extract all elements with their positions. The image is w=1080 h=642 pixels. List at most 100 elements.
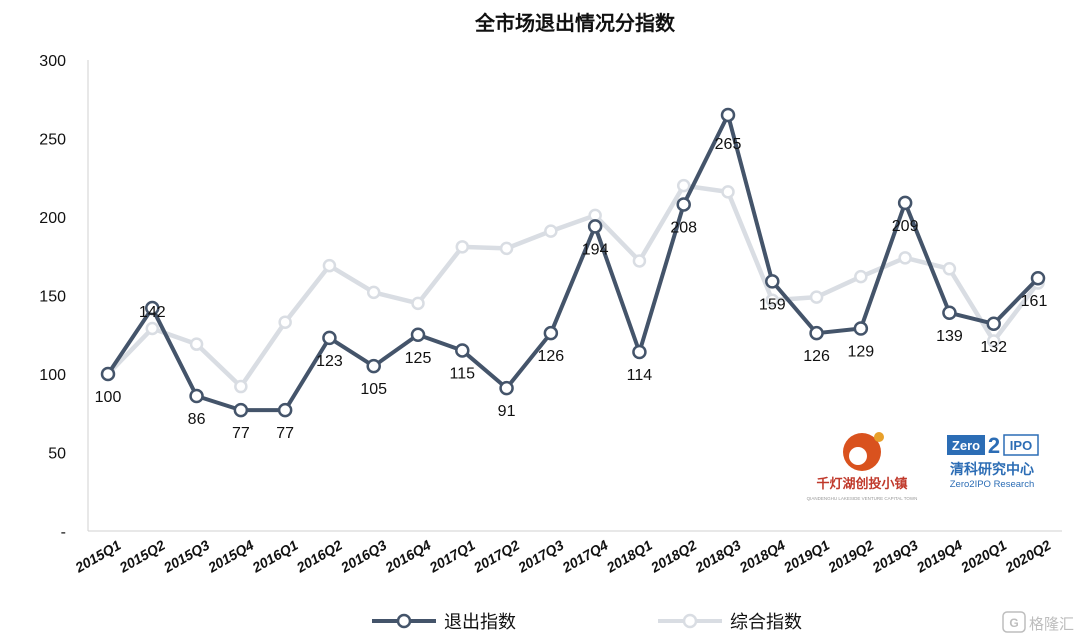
series-point: [189, 388, 204, 404]
zero2ipo-en-text: Zero2IPO Research: [950, 479, 1034, 490]
x-tick-label: 2015Q2: [116, 537, 168, 576]
series-point: [676, 197, 691, 212]
y-tick-label: 200: [39, 210, 66, 227]
x-tick-label: 2016Q4: [381, 537, 433, 576]
legend-item-composite-index[interactable]: 综合指数: [658, 612, 802, 633]
data-label: 159: [759, 296, 786, 313]
data-label: 208: [670, 219, 697, 236]
x-tick-label: 2019Q2: [824, 537, 876, 576]
zero2ipo-badge-mid-text: 2: [988, 433, 1000, 458]
data-label: 265: [715, 136, 742, 153]
data-label: 161: [1021, 293, 1048, 310]
data-label: 86: [188, 411, 206, 428]
watermark: G 格隆汇: [1002, 611, 1074, 633]
zero2ipo-cn-text: 清科研究中心: [950, 461, 1034, 478]
data-label: 194: [582, 241, 609, 258]
x-tick-label: 2015Q1: [71, 537, 123, 576]
x-tick-label: 2018Q4: [736, 537, 788, 576]
series-line: [106, 112, 1040, 413]
series-point: [676, 178, 691, 193]
data-label: 126: [538, 348, 565, 365]
series-point: [897, 195, 913, 211]
x-tick-label: 2018Q2: [647, 537, 699, 576]
data-label: 115: [450, 365, 476, 382]
x-tick-label: 2015Q4: [204, 537, 256, 576]
series-point: [234, 379, 248, 394]
watermark-icon-glyph: G: [1009, 616, 1018, 630]
series-point: [410, 327, 426, 342]
data-label: 91: [498, 403, 516, 420]
x-tick-label: 2019Q4: [913, 537, 965, 576]
series-point: [322, 330, 337, 346]
qiandenghu-logo: 千灯湖创投小镇 QIANDENGHU LAKESIDE VENTURE CAPI…: [807, 432, 918, 501]
data-label: 126: [803, 348, 830, 365]
series-point: [986, 316, 1001, 332]
x-tick-label: 2016Q1: [249, 537, 301, 576]
series-point: [986, 334, 1001, 348]
series-point: [277, 402, 293, 418]
legend-item-exit-index[interactable]: 退出指数: [372, 612, 516, 633]
series-point: [322, 258, 337, 273]
legend-exit-index-marker: [396, 613, 412, 629]
series-point: [853, 321, 869, 336]
data-label: 105: [360, 381, 387, 398]
series-point: [721, 185, 735, 199]
legend-exit-index-label: 退出指数: [444, 612, 516, 633]
x-axis-ticks: 2015Q12015Q22015Q32015Q42016Q12016Q22016…: [71, 537, 1053, 576]
data-label: 77: [232, 425, 250, 442]
x-tick-label: 2017Q1: [426, 537, 478, 576]
x-tick-label: 2017Q4: [559, 537, 611, 576]
series-point: [455, 240, 470, 254]
y-tick-label: -: [61, 524, 66, 541]
x-tick-label: 2020Q2: [1001, 537, 1053, 576]
data-label: 129: [848, 343, 875, 360]
series-point: [942, 305, 957, 321]
series-point: [544, 224, 558, 238]
x-tick-label: 2019Q1: [780, 537, 832, 576]
y-tick-label: 250: [39, 132, 66, 149]
y-tick-label: 150: [39, 289, 66, 306]
series-point: [898, 251, 912, 265]
watermark-icon: [1002, 611, 1026, 633]
legend-composite-index-label: 综合指数: [730, 612, 802, 633]
qiandenghu-logo-subtext: QIANDENGHU LAKESIDE VENTURE CAPITAL TOWN: [807, 496, 918, 501]
y-axis-ticks: - 50 100 150 200 250 300: [39, 53, 66, 541]
zero2ipo-badge-left-text: Zero: [952, 438, 980, 453]
series-point: [854, 269, 868, 284]
y-tick-label: 300: [39, 53, 66, 70]
series-point: [765, 293, 780, 307]
x-tick-label: 2016Q2: [293, 537, 345, 576]
chart-title: 全市场退出情况分指数: [474, 11, 676, 35]
series-point: [499, 380, 514, 396]
watermark-text: 格隆汇: [1029, 615, 1074, 633]
data-label: 209: [892, 218, 919, 235]
series-point: [100, 366, 116, 382]
data-label: 114: [627, 367, 653, 384]
series-point: [809, 325, 824, 341]
qiandenghu-logo-dot: [874, 432, 884, 442]
series-point: [1030, 270, 1046, 286]
x-tick-label: 2017Q3: [514, 537, 566, 576]
series-point: [809, 290, 824, 304]
qiandenghu-logo-inner: [849, 447, 867, 465]
data-label: 125: [405, 350, 432, 367]
series-point: [543, 325, 559, 341]
series-point: [632, 344, 647, 360]
data-label: 132: [980, 339, 1007, 356]
series-point: [632, 254, 647, 268]
series-layer: [100, 107, 1046, 418]
series-point: [942, 262, 957, 276]
data-label: 142: [139, 304, 166, 321]
data-labels: 100 142 86 77 77 123 105 125 115 91 126 194 114 208 26…: [95, 136, 1048, 442]
data-label: 139: [936, 328, 963, 345]
x-tick-label: 2018Q3: [691, 537, 743, 576]
data-label: 77: [276, 425, 294, 442]
series-point: [145, 300, 160, 316]
x-tick-label: 2019Q3: [869, 537, 921, 576]
zero2ipo-badge-left: [947, 435, 985, 455]
series-point: [499, 241, 514, 256]
series-point: [720, 107, 736, 123]
zero2ipo-badge-right: [1003, 434, 1039, 456]
series-point: [411, 296, 425, 311]
